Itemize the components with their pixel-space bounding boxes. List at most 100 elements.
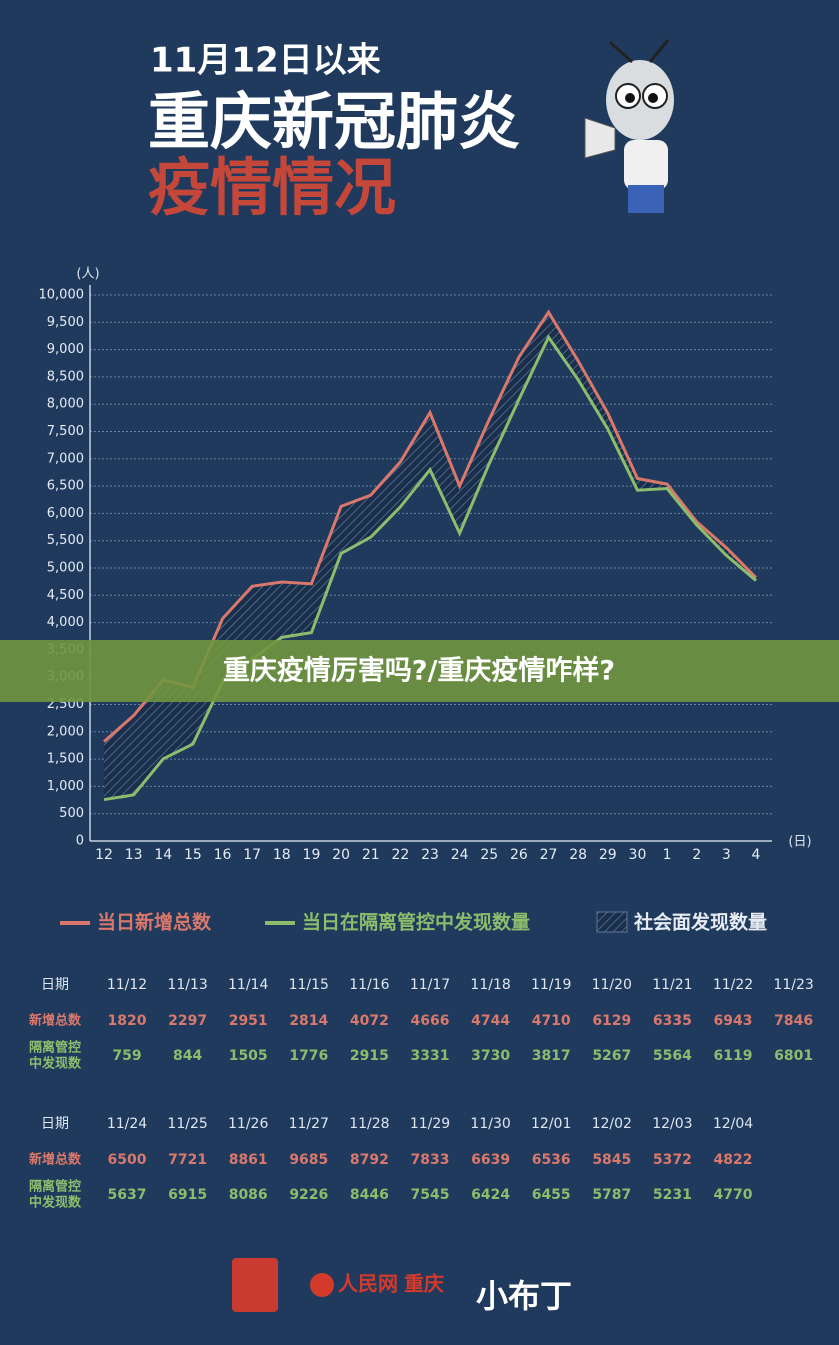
table-value: 1776 xyxy=(289,1048,328,1064)
legend-label: 当日在隔离管控中发现数量 xyxy=(302,911,530,934)
table-date: 11/19 xyxy=(531,977,571,993)
x-tick-label: 2 xyxy=(692,847,701,863)
x-tick-label: 1 xyxy=(663,847,672,863)
table-value: 6455 xyxy=(532,1187,571,1203)
logo-text: 小布丁 xyxy=(476,1277,572,1315)
table-value: 5267 xyxy=(592,1048,631,1064)
x-tick-label: 22 xyxy=(391,847,409,863)
table-date: 11/26 xyxy=(228,1116,268,1132)
table-value: 6119 xyxy=(714,1048,753,1064)
table-value: 6801 xyxy=(774,1048,813,1064)
table-date: 11/30 xyxy=(470,1116,510,1132)
title: 重庆新冠肺炎 xyxy=(148,85,520,158)
table-value: 5845 xyxy=(592,1152,631,1168)
table-date: 11/27 xyxy=(289,1116,329,1132)
y-tick-label: 500 xyxy=(59,806,84,821)
table-value: 4666 xyxy=(411,1013,450,1029)
table-value: 6536 xyxy=(532,1152,571,1168)
row-label: 中发现数 xyxy=(29,1056,82,1072)
table-date: 11/18 xyxy=(470,977,510,993)
legend-label: 当日新增总数 xyxy=(97,911,212,934)
table-value: 3730 xyxy=(471,1048,510,1064)
table-date: 12/04 xyxy=(713,1116,753,1132)
table-value: 4744 xyxy=(471,1013,510,1029)
table-value: 5372 xyxy=(653,1152,692,1168)
row-label: 日期 xyxy=(41,977,69,993)
table-value: 3817 xyxy=(532,1048,571,1064)
table-value: 7833 xyxy=(411,1152,450,1168)
table-date: 11/12 xyxy=(107,977,147,993)
x-tick-label: 17 xyxy=(243,847,261,863)
y-tick-label: 6,000 xyxy=(47,506,84,521)
table-value: 5787 xyxy=(592,1187,631,1203)
table-value: 7846 xyxy=(774,1013,813,1029)
y-tick-label: 6,500 xyxy=(47,479,84,494)
table-value: 9226 xyxy=(289,1187,328,1203)
banner xyxy=(0,640,839,702)
table-value: 2951 xyxy=(229,1013,268,1029)
y-tick-label: 7,500 xyxy=(47,424,84,439)
x-tick-label: 16 xyxy=(214,847,232,863)
hatch-area xyxy=(104,312,756,800)
table-value: 4072 xyxy=(350,1013,389,1029)
row-label: 隔离管控 xyxy=(29,1179,81,1195)
table-date: 12/03 xyxy=(652,1116,692,1132)
x-tick-label: 21 xyxy=(362,847,380,863)
logo-text: 人民网 xyxy=(338,1272,398,1296)
table-date: 11/23 xyxy=(773,977,813,993)
table-value: 5564 xyxy=(653,1048,692,1064)
table-date: 11/24 xyxy=(107,1116,147,1132)
legend: 社会面发现数量 xyxy=(596,911,767,934)
series-line xyxy=(103,334,757,802)
x-tick-label: 14 xyxy=(154,847,172,863)
x-tick-label: 19 xyxy=(303,847,321,863)
y-axis-label: (人) xyxy=(76,267,99,282)
title-2: 疫情情况 xyxy=(148,151,396,224)
table-date: 11/14 xyxy=(228,977,268,993)
y-tick-label: 4,500 xyxy=(47,588,84,603)
y-tick-label: 0 xyxy=(76,834,84,849)
table-value: 1820 xyxy=(108,1013,147,1029)
table-value: 8446 xyxy=(350,1187,389,1203)
x-tick-label: 12 xyxy=(95,847,113,863)
table-date: 11/16 xyxy=(349,977,389,993)
x-tick-label: 24 xyxy=(451,847,469,863)
table-value: 6335 xyxy=(653,1013,692,1029)
table-value: 6639 xyxy=(471,1152,510,1168)
x-tick-label: 13 xyxy=(125,847,143,863)
table-value: 844 xyxy=(173,1048,202,1064)
table-date: 11/15 xyxy=(289,977,329,993)
x-axis-label: (日) xyxy=(788,835,811,850)
y-tick-label: 7,000 xyxy=(47,451,84,466)
table-value: 6424 xyxy=(471,1187,510,1203)
x-tick-label: 25 xyxy=(480,847,498,863)
table-value: 2814 xyxy=(289,1013,328,1029)
table-value: 8086 xyxy=(229,1187,268,1203)
table-value: 8861 xyxy=(229,1152,268,1168)
table-date: 11/13 xyxy=(167,977,207,993)
x-tick-label: 23 xyxy=(421,847,439,863)
y-tick-label: 9,000 xyxy=(47,342,84,357)
x-tick-label: 29 xyxy=(599,847,617,863)
x-tick-label: 20 xyxy=(332,847,350,863)
row-label: 日期 xyxy=(41,1116,69,1132)
row-label: 隔离管控 xyxy=(29,1040,81,1056)
table-value: 3331 xyxy=(411,1048,450,1064)
y-tick-label: 1,500 xyxy=(47,752,84,767)
table-value: 6129 xyxy=(592,1013,631,1029)
logo-seal xyxy=(232,1258,278,1312)
y-tick-label: 1,000 xyxy=(47,779,84,794)
table-value: 2297 xyxy=(168,1013,207,1029)
table-value: 5637 xyxy=(108,1187,147,1203)
logo-icon xyxy=(310,1273,334,1297)
x-tick-label: 4 xyxy=(752,847,761,863)
x-tick-label: 3 xyxy=(722,847,731,863)
x-tick-label: 18 xyxy=(273,847,291,863)
x-tick-label: 30 xyxy=(629,847,647,863)
table-value: 9685 xyxy=(289,1152,328,1168)
table-value: 4770 xyxy=(714,1187,753,1203)
y-tick-label: 9,500 xyxy=(47,315,84,330)
table-value: 4822 xyxy=(714,1152,753,1168)
